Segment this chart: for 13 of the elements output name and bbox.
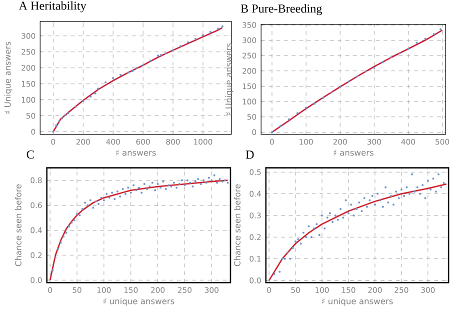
chart-title: B Pure-Breeding <box>240 4 322 16</box>
x-axis-title: ♯ unique answers <box>103 298 174 306</box>
y-axis-title: ♯ Unique answers <box>225 43 234 116</box>
y-axis-title: ♯ Unique answers <box>4 42 12 114</box>
line-series <box>268 183 448 282</box>
y-axis-title: Chance seen before <box>234 184 240 266</box>
chart-title: A Heritability <box>18 1 86 12</box>
x-axis-title: ♯ unique answers <box>322 298 393 306</box>
chart-title: C <box>26 150 34 159</box>
x-axis-title: ♯ answers <box>334 150 374 156</box>
x-axis-title: ♯ answers <box>116 150 156 156</box>
y-axis-title: Chance seen before <box>14 184 22 266</box>
chart-title: D <box>246 150 254 159</box>
